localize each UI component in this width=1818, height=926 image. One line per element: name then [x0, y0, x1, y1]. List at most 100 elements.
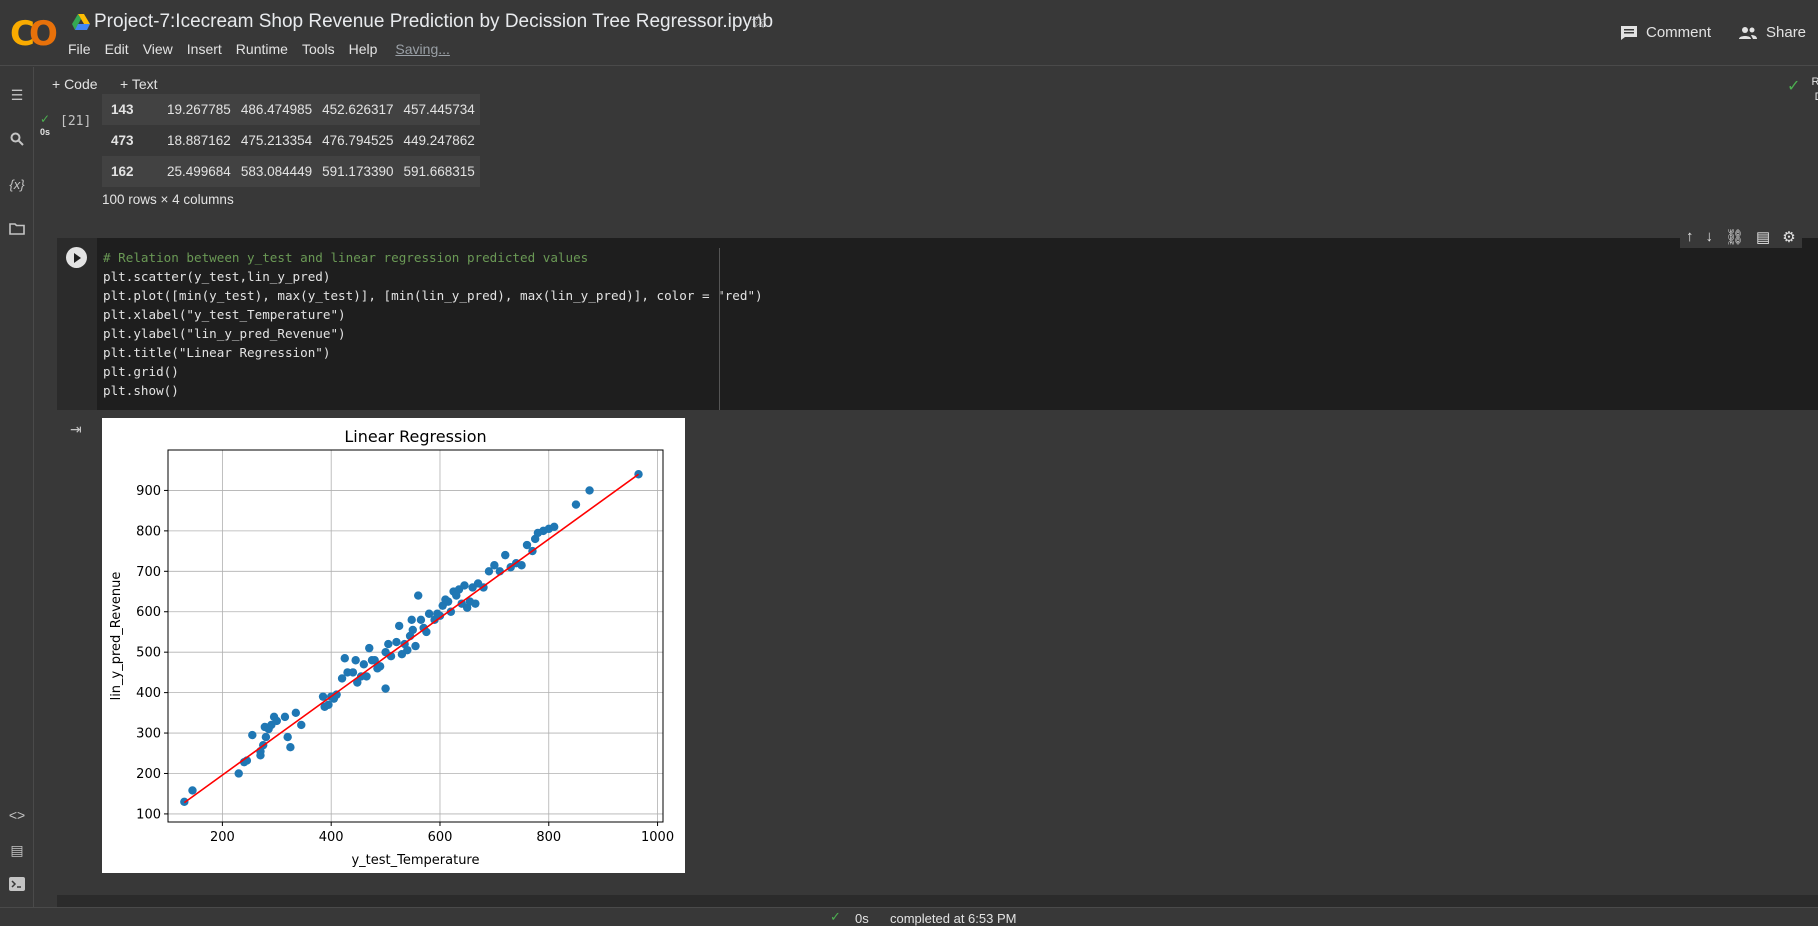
settings-gear-icon[interactable]: ⚙ — [1782, 229, 1796, 246]
data-point — [318, 692, 328, 701]
data-point — [332, 690, 341, 699]
drive-icon — [72, 14, 90, 30]
data-point — [460, 581, 469, 590]
data-point — [571, 500, 581, 509]
data-point — [414, 591, 423, 600]
data-point — [297, 720, 306, 730]
code-line: # Relation between y_test and linear reg… — [103, 250, 589, 265]
code-line: plt.ylabel("lin_y_pred_Revenue") — [103, 326, 346, 341]
data-point — [340, 654, 349, 663]
comment-icon — [1621, 25, 1637, 40]
move-up-icon[interactable]: ↑ — [1686, 228, 1694, 245]
ruler-line — [719, 248, 720, 410]
table-row: 162 25.499684 583.084449 591.173390 591.… — [102, 156, 480, 187]
code-line: plt.show() — [103, 383, 179, 398]
data-point — [416, 615, 426, 625]
link-icon[interactable]: ⛓ — [1725, 229, 1745, 246]
notebook-title[interactable]: Project-7:Icecream Shop Revenue Predicti… — [94, 11, 774, 32]
cell-value: 19.267785 — [167, 102, 231, 117]
plot-frame — [167, 449, 664, 823]
regression-line — [183, 473, 639, 804]
data-point — [375, 662, 385, 671]
menu-edit[interactable]: Edit — [104, 41, 129, 57]
y-tick-label: 600 — [136, 605, 161, 620]
dataframe-table: 143 19.267785 486.474985 452.626317 457.… — [102, 94, 480, 187]
run-cell-button[interactable] — [66, 247, 87, 268]
cell-value: 486.474985 — [240, 102, 313, 117]
data-point — [280, 712, 290, 722]
colab-logo[interactable]: CO — [10, 14, 58, 54]
data-point — [424, 609, 434, 618]
people-icon — [1739, 26, 1757, 39]
code-line: plt.xlabel("y_test_Temperature") — [103, 307, 346, 322]
code-cell[interactable] — [57, 238, 1818, 410]
code-snippets-icon[interactable]: <> — [8, 807, 26, 823]
star-icon[interactable]: ☆ — [750, 11, 768, 33]
connected-check-icon: ✓ — [1787, 78, 1801, 95]
menu-view[interactable]: View — [142, 41, 173, 57]
add-text-button[interactable]: + Text — [120, 76, 158, 92]
data-point — [348, 668, 358, 677]
comment-cell-icon[interactable]: ▤ — [1756, 229, 1771, 246]
code-editor[interactable]: # Relation between y_test and linear reg… — [103, 248, 763, 400]
variables-icon[interactable]: {x} — [9, 177, 25, 192]
comment-label: Comment — [1646, 24, 1712, 41]
x-axis-label: y_test_Temperature — [351, 853, 479, 868]
exec-check-icon: ✓ — [40, 112, 51, 126]
command-palette-icon[interactable]: ▤ — [10, 842, 24, 858]
terminal-icon[interactable] — [7, 877, 27, 897]
menu-tools[interactable]: Tools — [301, 41, 335, 57]
data-point — [248, 730, 257, 740]
data-point — [234, 769, 243, 778]
output-menu-icon[interactable]: ⇥ — [70, 421, 82, 437]
move-down-icon[interactable]: ↓ — [1705, 228, 1714, 245]
x-tick-label: 800 — [536, 830, 561, 845]
data-point — [517, 561, 526, 570]
chart-title: Linear Regression — [344, 427, 486, 446]
status-check-icon: ✓ — [830, 909, 841, 924]
data-point — [407, 615, 416, 625]
resource-monitor[interactable]: RAM Disk — [1786, 75, 1818, 105]
next-cell[interactable] — [57, 895, 1818, 907]
data-point — [392, 637, 401, 647]
status-time: 0s — [855, 911, 869, 926]
data-point — [188, 786, 197, 795]
menu-file[interactable]: File — [68, 41, 91, 57]
share-button[interactable]: Share — [1738, 24, 1806, 41]
comment-button[interactable]: Comment — [1620, 24, 1711, 41]
data-point — [381, 684, 390, 693]
data-point — [550, 522, 559, 532]
cell-toolbar: ↑ ↓ ⛓ ▤ ⚙ — [1680, 226, 1802, 248]
data-point — [408, 625, 417, 635]
menu-insert[interactable]: Insert — [186, 41, 222, 57]
scatter-chart: 200 400 600 800 1000 100 200 300 400 500 600 700 800… — [109, 427, 674, 868]
data-point — [324, 700, 333, 709]
table-row: 473 18.887162 475.213354 476.794525 449.… — [102, 125, 480, 156]
data-point — [484, 567, 494, 576]
folder-icon[interactable] — [7, 222, 27, 242]
ram-label: RAM — [1811, 76, 1818, 88]
cell-value: 475.213354 — [240, 133, 313, 148]
cell-value: 591.173390 — [322, 164, 394, 179]
saving-status[interactable]: Saving... — [395, 41, 450, 57]
data-point — [283, 732, 292, 742]
row-index: 143 — [111, 102, 134, 117]
cell-value: 457.445734 — [403, 102, 475, 117]
menu-runtime[interactable]: Runtime — [235, 41, 288, 57]
data-point — [286, 742, 295, 752]
menu-help[interactable]: Help — [348, 41, 378, 57]
plot-output: 200 400 600 800 1000 100 200 300 400 500 600 700 800… — [102, 418, 685, 873]
exec-time: 0s — [40, 127, 51, 137]
cell-value: 591.668315 — [403, 164, 475, 179]
data-point — [384, 639, 393, 649]
data-point — [272, 716, 281, 726]
search-icon[interactable] — [7, 132, 27, 152]
add-code-button[interactable]: + Code — [52, 76, 98, 92]
y-tick-label: 200 — [136, 767, 161, 782]
left-sidebar: ☰ {x} <> ▤ — [0, 67, 34, 907]
data-point — [291, 708, 301, 718]
status-text: completed at 6:53 PM — [890, 911, 1017, 926]
cell-value: 583.084449 — [240, 164, 313, 179]
table-of-contents-icon[interactable]: ☰ — [10, 87, 24, 103]
share-label: Share — [1766, 24, 1807, 41]
